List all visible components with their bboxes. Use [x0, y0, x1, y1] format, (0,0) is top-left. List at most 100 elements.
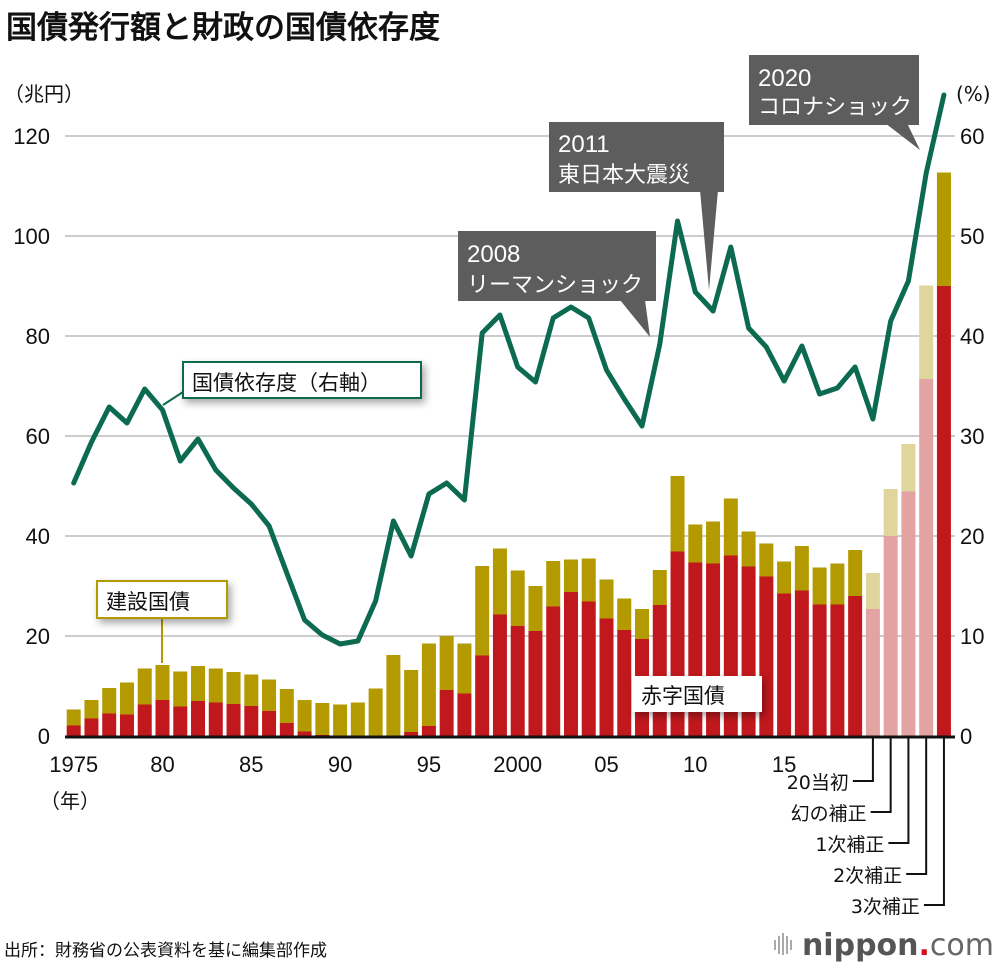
line-label-leader [162, 391, 184, 406]
annotation-year: 2008 [467, 241, 520, 268]
construction-bond-bar [262, 679, 277, 711]
supplement-leader [888, 738, 910, 844]
logo-tld: com [929, 928, 994, 963]
line-label-text: 国債依存度（右軸） [192, 371, 381, 395]
deficit-bond-bar [404, 732, 419, 736]
construction-bond-bar [439, 636, 454, 690]
construction-bond-bar [777, 561, 792, 594]
left-tick-label: 20 [26, 624, 50, 649]
construction-bond-bar [333, 704, 348, 736]
deficit-bond-bar [794, 590, 809, 736]
annotation-pointer [620, 300, 650, 337]
deficit-bond-bar [244, 706, 259, 736]
logo-bars-icon [773, 929, 796, 964]
supplement-label: 3次補正 [851, 896, 920, 918]
construction-bond-bar [830, 563, 845, 605]
annotation-pointer [885, 123, 920, 150]
annotation-event: 東日本大震災 [558, 163, 690, 188]
deficit-bond-bar [475, 655, 490, 736]
construction-bond-bar [546, 561, 561, 607]
construction-bond-bar [350, 702, 365, 736]
construction-bond-bar [137, 668, 152, 705]
x-axis-unit: （年） [40, 790, 100, 813]
construction-bond-bar [741, 531, 756, 567]
construction-bond-bar [759, 543, 774, 577]
construction-bond-bar [84, 700, 99, 719]
construction-bond-bar [581, 558, 596, 602]
construction-bond-bar [794, 546, 809, 591]
deficit-bond-bar [759, 576, 774, 736]
supplement-leader [852, 738, 874, 782]
construction-bond-bar [563, 559, 578, 592]
construction-bond-bar [226, 672, 241, 704]
deficit-bond-bar [191, 701, 206, 736]
left-tick-label: 80 [26, 324, 50, 349]
bars [66, 172, 951, 736]
annotation-event: リーマンショック [467, 273, 643, 298]
construction-bond-bar [119, 682, 134, 715]
supplement-label: 2次補正 [833, 865, 902, 887]
right-tick-label: 0 [960, 724, 972, 749]
construction-bond-bar [812, 567, 827, 605]
deficit-bond-bar [492, 614, 507, 736]
left-axis-unit: （兆円） [4, 82, 84, 106]
construction-bond-bar [865, 573, 880, 609]
x-tick-label: 05 [594, 752, 618, 777]
deficit-bond-bar [617, 630, 632, 736]
construction-bond-bar [297, 700, 312, 732]
nippon-logo: nippon.com [773, 928, 994, 964]
construction-bond-bar [919, 285, 934, 379]
line-label: 国債依存度（右軸） [162, 361, 422, 406]
annotation-2008: 2008 リーマンショック [458, 231, 656, 337]
deficit-bond-bar [510, 626, 525, 736]
right-tick-label: 40 [960, 324, 984, 349]
construction-bond-bar [191, 666, 206, 701]
annotation-year: 2011 [558, 131, 610, 158]
construction-bond-bar [670, 476, 685, 552]
construction-bond-bar [244, 674, 259, 706]
deficit-bond-bar [812, 604, 827, 736]
annotation-event: コロナショック [758, 95, 912, 120]
annotation-box [549, 122, 724, 192]
annotation-year: 2020 [758, 65, 811, 92]
supplement-leader [906, 738, 928, 875]
right-tick-label: 20 [960, 524, 984, 549]
deficit-bond-bar [279, 723, 294, 736]
deficit-bond-bar [457, 693, 472, 736]
deficit-bond-bar [119, 714, 134, 736]
deficit-bond-bar [901, 491, 916, 736]
construction-bond-bar [652, 570, 667, 605]
construction-bond-bar [706, 521, 721, 564]
left-tick-label: 40 [26, 524, 50, 549]
deficit-bond-bar [262, 711, 277, 736]
x-tick-label: 90 [328, 752, 352, 777]
annotation-box [749, 55, 919, 125]
annotation-2011: 2011 東日本大震災 [549, 122, 724, 290]
annotation-pointer [700, 190, 718, 290]
deficit-bond-bar [546, 606, 561, 736]
deficit-bond-bar [421, 726, 436, 736]
deficit-label: 赤字国債 [632, 676, 762, 712]
deficit-bond-bar [84, 718, 99, 736]
deficit-bond-bar [883, 536, 898, 736]
construction-label-text: 建設国債 [106, 590, 190, 614]
x-tick-label: 10 [683, 752, 707, 777]
right-axis-unit: (%) [956, 82, 991, 106]
construction-bond-bar [102, 688, 117, 714]
gridlines [65, 135, 955, 637]
construction-bond-bar [936, 172, 951, 286]
deficit-label-text: 赤字国債 [641, 684, 725, 708]
deficit-bond-bar [652, 605, 667, 736]
construction-bond-bar [848, 550, 863, 596]
construction-bond-bar [279, 689, 294, 723]
supplement-label: 1次補正 [815, 834, 884, 856]
deficit-bond-bar [936, 286, 951, 736]
right-tick-label: 50 [960, 224, 984, 249]
construction-bond-bar [599, 579, 614, 619]
line-label-box [182, 361, 422, 399]
deficit-bond-bar [919, 379, 934, 736]
construction-bond-bar [155, 665, 170, 700]
supplement-label: 幻の補正 [791, 803, 867, 825]
x-tick-label: 1975 [49, 752, 98, 777]
